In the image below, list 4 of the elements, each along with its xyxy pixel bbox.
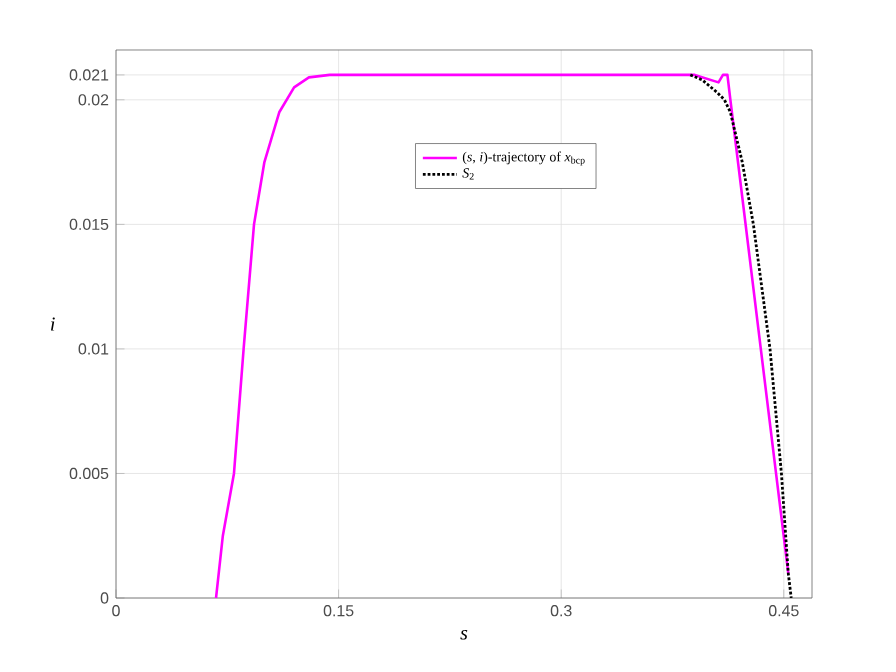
line-series	[688, 73, 793, 598]
line-series	[214, 73, 790, 598]
y-axis-title: i	[50, 317, 55, 331]
x-axis-title: s	[460, 629, 468, 640]
